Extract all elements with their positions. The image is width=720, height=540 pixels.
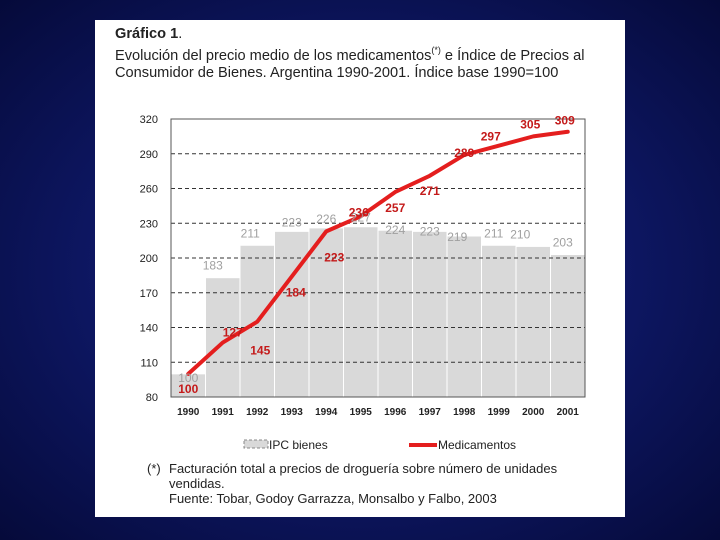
bar-ipc-1999 bbox=[481, 244, 517, 398]
title-footnote-mark: (*) bbox=[431, 45, 441, 55]
y-tick-label: 170 bbox=[140, 288, 158, 300]
bar-value-label: 183 bbox=[203, 259, 223, 273]
source-text: Fuente: Tobar, Godoy Garrazza, Monsalbo … bbox=[169, 491, 497, 506]
line-value-label: 145 bbox=[250, 344, 270, 358]
axis-layer: 80 110 140 170 200 230 260 290 320 1990 1991 1992 19… bbox=[140, 114, 586, 418]
title-line-1-tail: e Índice de Precios al bbox=[440, 47, 585, 64]
bar-ipc-1996 bbox=[377, 229, 413, 398]
bar-value-label: 223 bbox=[282, 215, 302, 229]
y-tick-label: 260 bbox=[140, 184, 158, 196]
footnote-text: Facturación total a precios de droguería… bbox=[169, 461, 558, 491]
y-tick-label: 110 bbox=[140, 357, 158, 369]
x-tick-label: 2000 bbox=[522, 407, 545, 418]
x-tick-label: 1995 bbox=[350, 407, 373, 418]
legend-label-medicamentos: Medicamentos bbox=[438, 438, 516, 452]
bar-ipc-2000 bbox=[515, 245, 551, 398]
bar-value-label: 203 bbox=[553, 236, 573, 250]
bar-value-label: 227 bbox=[351, 211, 371, 225]
x-tick-label: 1990 bbox=[177, 407, 200, 418]
line-value-label: 100 bbox=[178, 382, 198, 396]
legend-label-ipc: IPC bienes bbox=[269, 438, 328, 452]
x-tick-label: 1996 bbox=[384, 407, 407, 418]
bar-value-label: 211 bbox=[241, 226, 260, 240]
line-value-label: 297 bbox=[481, 130, 501, 144]
y-tick-label: 290 bbox=[140, 149, 158, 161]
chart-title: Gráfico 1. Evolución del precio medio de… bbox=[115, 26, 620, 82]
line-value-label: 289 bbox=[454, 146, 474, 160]
x-tick-label: 1994 bbox=[315, 407, 338, 418]
grid-layer bbox=[171, 153, 585, 363]
bar-value-label: 223 bbox=[420, 224, 440, 238]
labels-layer: 100 183 211 223 226 227 224 223 219 211 210 203 100 1… bbox=[178, 114, 575, 396]
line-value-label: 236 bbox=[349, 205, 369, 219]
plot-frame bbox=[170, 118, 586, 398]
bar-value-label: 100 bbox=[178, 371, 198, 385]
line-layer bbox=[186, 129, 570, 376]
line-value-label: 184 bbox=[286, 286, 306, 300]
title-head: Gráfico 1 bbox=[115, 26, 179, 42]
title-line-1: Evolución del precio medio de los medica… bbox=[115, 47, 432, 64]
title-line-2: Consumidor de Bienes. Argentina 1990-200… bbox=[115, 64, 559, 81]
bar-ipc-1993 bbox=[274, 230, 310, 398]
line-value-label: 257 bbox=[385, 201, 405, 215]
x-tick-label: 1992 bbox=[246, 407, 269, 418]
legend: IPC bienes Medicamentos bbox=[243, 438, 516, 452]
series-line-medicamentos bbox=[186, 129, 570, 376]
footer: (*) Facturación total a precios de drogu… bbox=[147, 461, 587, 506]
y-tick-label: 80 bbox=[146, 392, 158, 404]
bar-ipc-1998 bbox=[446, 235, 482, 398]
bar-ipc-1997 bbox=[412, 230, 448, 398]
bar-ipc-1995 bbox=[343, 226, 379, 398]
legend-swatch-ipc bbox=[243, 439, 269, 449]
x-tick-label: 1991 bbox=[212, 407, 235, 418]
title-head-period: . bbox=[178, 26, 183, 42]
chart-card: Gráfico 1. Evolución del precio medio de… bbox=[95, 20, 625, 517]
line-value-label: 127 bbox=[223, 326, 243, 340]
bars-layer bbox=[170, 226, 586, 398]
bar-value-label: 224 bbox=[385, 223, 405, 237]
footnote-mark: (*) bbox=[147, 461, 161, 476]
x-tick-label: 1997 bbox=[419, 407, 442, 418]
x-tick-label: 1998 bbox=[453, 407, 476, 418]
x-tick-label: 1993 bbox=[281, 407, 304, 418]
x-tick-label: 2001 bbox=[557, 407, 580, 418]
line-value-label: 223 bbox=[324, 250, 344, 264]
bar-ipc-2001 bbox=[550, 254, 586, 398]
bar-value-label: 211 bbox=[484, 226, 503, 240]
y-tick-label: 320 bbox=[140, 114, 158, 126]
line-value-label: 305 bbox=[520, 117, 540, 131]
y-tick-label: 140 bbox=[140, 323, 158, 335]
y-tick-label: 230 bbox=[140, 218, 158, 230]
line-value-label: 271 bbox=[420, 184, 440, 198]
chart-plot: 80 110 140 170 200 230 260 290 320 1990 1991 1992 19… bbox=[140, 114, 586, 452]
y-tick-label: 200 bbox=[140, 253, 158, 265]
line-value-label: 309 bbox=[555, 114, 575, 128]
bar-value-label: 226 bbox=[316, 212, 336, 226]
bar-ipc-1994 bbox=[308, 227, 344, 398]
bar-value-label: 210 bbox=[510, 227, 530, 241]
bar-value-label: 219 bbox=[447, 230, 467, 244]
x-tick-label: 1999 bbox=[488, 407, 511, 418]
